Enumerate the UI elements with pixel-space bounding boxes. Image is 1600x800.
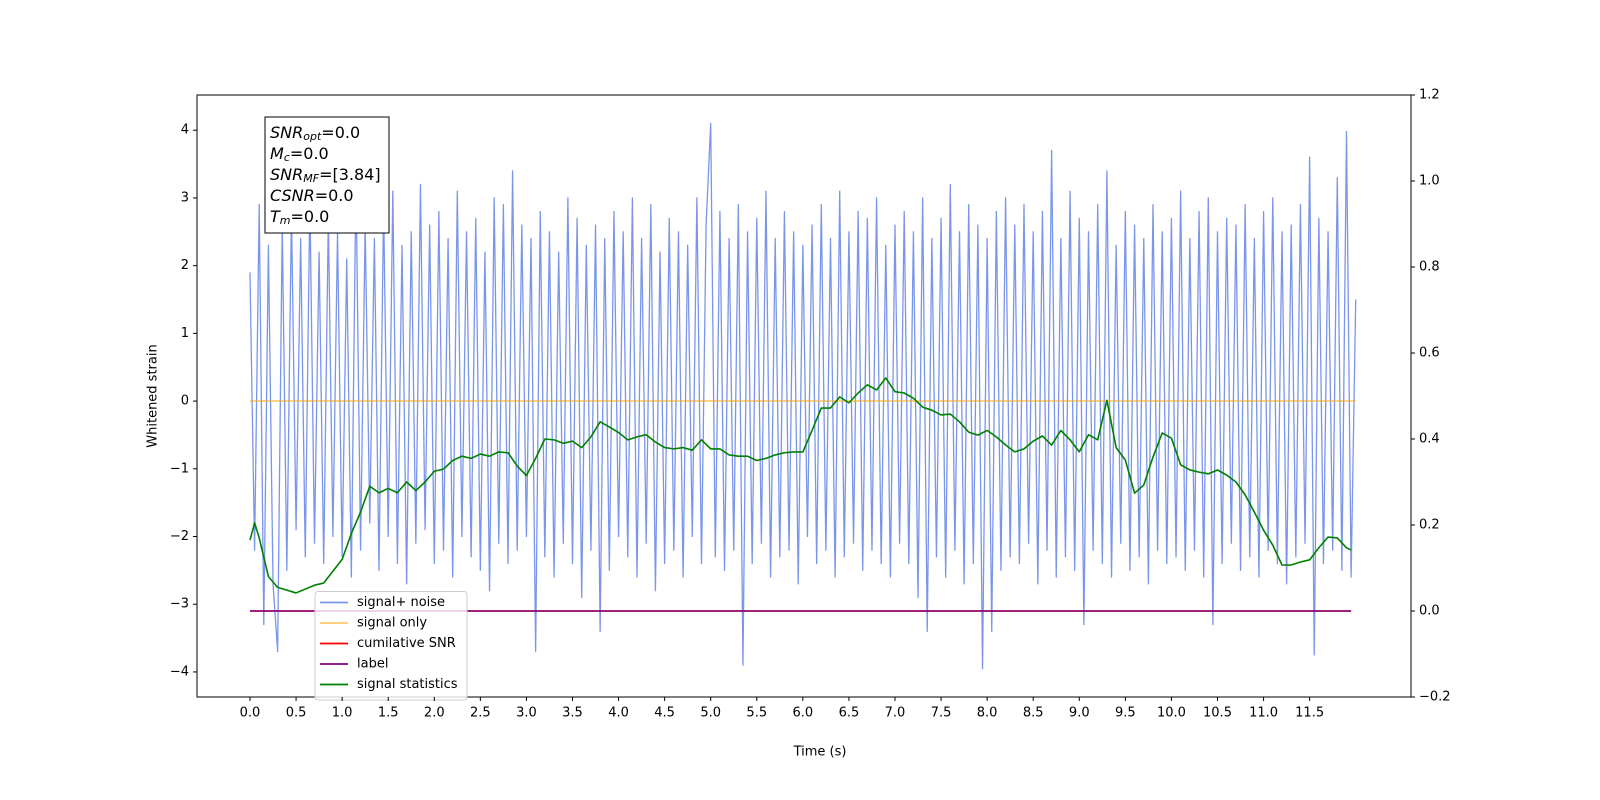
x-tick-label: 4.5 (654, 706, 675, 721)
x-tick-label: 0.0 (240, 706, 261, 721)
legend-label: label (357, 657, 388, 672)
axes-frame (196, 94, 1412, 698)
x-tick-label: 9.0 (1069, 706, 1090, 721)
y-tick-label: 1 (181, 326, 189, 341)
info-line: SNRopt=0.0 (270, 123, 360, 144)
y-tick-label: 0 (181, 394, 189, 409)
info-symbol: CSNR (270, 186, 315, 205)
x-tick-label: 3.5 (562, 706, 583, 721)
x-tick-label: 2.5 (470, 706, 491, 721)
y2-tick-label: 1.2 (1419, 88, 1440, 103)
info-box: SNRopt=0.0Mc=0.0SNRMF=[3.84]CSNR=0.0Tm=0… (264, 116, 390, 234)
x-tick-label: 4.0 (608, 706, 629, 721)
series-line (249, 377, 1352, 594)
y2-tick-label: 1.0 (1419, 174, 1440, 189)
info-symbol: T (270, 207, 281, 226)
x-tick-label: 0.5 (286, 706, 307, 721)
y-tick-label: −4 (170, 664, 189, 679)
x-axis-label: Time (s) (793, 745, 847, 760)
x-tick-label: 6.5 (839, 706, 860, 721)
info-box-frame (264, 116, 390, 234)
info-value: =0.0 (291, 207, 330, 226)
legend-label: signal statistics (357, 677, 458, 692)
x-tick-label: 7.5 (931, 706, 952, 721)
info-subscript: MF (303, 172, 319, 185)
info-line: Tm=0.0 (270, 207, 329, 228)
x-tick-label: 5.5 (746, 706, 767, 721)
x-tick-label: 1.5 (378, 706, 399, 721)
info-line: CSNR=0.0 (270, 186, 354, 205)
y-tick-label: 3 (181, 190, 189, 205)
x-tick-label: 6.0 (793, 706, 814, 721)
info-value: =0.0 (321, 123, 360, 142)
y2-tick-label: 0.4 (1419, 432, 1440, 447)
y-tick-label: 2 (181, 258, 189, 273)
info-value: =[3.84] (319, 165, 381, 184)
info-symbol: SNR (270, 165, 303, 184)
y2-tick-label: 0.8 (1419, 260, 1440, 275)
x-tick-label: 1.0 (332, 706, 353, 721)
x-tick-label: 8.5 (1023, 706, 1044, 721)
y2-tick-label: 0.0 (1419, 604, 1440, 619)
info-subscript: m (280, 214, 291, 227)
legend: signal+ noise signal only cumilative SNR la… (314, 591, 468, 701)
info-line: Mc=0.0 (270, 144, 329, 165)
info-subscript: c (284, 151, 290, 164)
x-tick-label: 3.0 (516, 706, 537, 721)
info-value: =0.0 (315, 186, 354, 205)
y2-tick-label: 0.2 (1419, 518, 1440, 533)
x-tick-label: 11.5 (1295, 706, 1324, 721)
x-tick-label: 8.0 (977, 706, 998, 721)
info-line: SNRMF=[3.84] (270, 165, 381, 186)
x-tick-label: 7.0 (885, 706, 906, 721)
legend-label: cumilative SNR (357, 636, 456, 651)
y2-tick-label: −0.2 (1419, 690, 1451, 705)
legend-label: signal+ noise (357, 595, 445, 610)
series-line (249, 122, 1357, 670)
info-symbol: SNR (270, 123, 303, 142)
x-tick-label: 2.0 (424, 706, 445, 721)
y-axis-label: Whitened strain (146, 344, 161, 447)
x-tick-label: 10.5 (1203, 706, 1232, 721)
x-tick-label: 5.0 (700, 706, 721, 721)
x-tick-label: 10.0 (1157, 706, 1186, 721)
y-tick-label: −1 (170, 461, 189, 476)
info-value: =0.0 (290, 144, 329, 163)
legend-frame (314, 591, 468, 701)
x-tick-label: 11.0 (1249, 706, 1278, 721)
legend-label: signal only (357, 616, 427, 631)
y-tick-label: −2 (170, 529, 189, 544)
x-tick-label: 9.5 (1115, 706, 1136, 721)
info-subscript: opt (303, 130, 322, 143)
y2-tick-label: 0.6 (1419, 346, 1440, 361)
y-tick-label: −3 (170, 597, 189, 612)
y-tick-label: 4 (181, 123, 189, 138)
info-symbol: M (270, 144, 284, 163)
